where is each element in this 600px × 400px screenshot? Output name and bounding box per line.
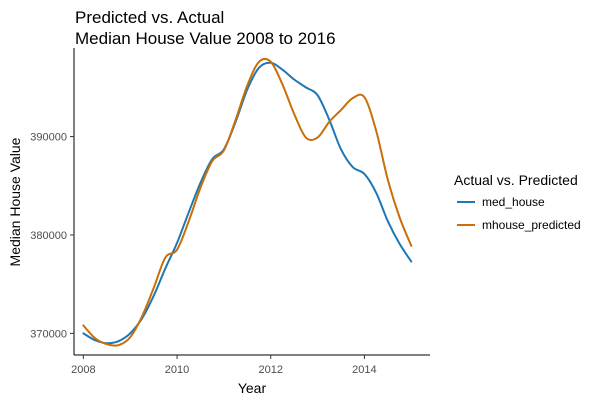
series-line-med-house	[82, 61, 413, 345]
plot-area: 2008 2010 2012 2014 370000 380000 390000	[30, 48, 430, 376]
legend-title: Actual vs. Predicted	[454, 172, 578, 188]
x-tick-label: 2008	[71, 364, 95, 376]
y-tick-label: 370000	[30, 328, 67, 340]
x-tick-label: 2010	[165, 364, 189, 376]
x-tick-label: 2012	[258, 364, 282, 376]
legend: Actual vs. Predicted med_house mhouse_pre…	[454, 172, 581, 232]
series-layer	[82, 57, 413, 347]
legend-label-med-house: med_house	[482, 195, 545, 209]
x-tick-label: 2014	[352, 364, 376, 376]
chart-title-line-1: Predicted vs. Actual	[75, 8, 224, 27]
y-axis-ticks: 370000 380000 390000	[30, 132, 74, 340]
legend-label-mhouse-predicted: mhouse_predicted	[482, 218, 581, 232]
x-axis-title: Year	[238, 380, 267, 396]
legend-items: med_house mhouse_predicted	[457, 195, 581, 232]
y-axis-title: Median House Value	[7, 137, 23, 266]
x-axis-ticks: 2008 2010 2012 2014	[71, 355, 377, 376]
y-tick-label: 380000	[30, 230, 67, 242]
y-tick-label: 390000	[30, 132, 67, 144]
series-line-mhouse-predicted	[82, 57, 413, 347]
chart-title: Predicted vs. Actual Median House Value …	[75, 8, 336, 48]
chart-title-line-2: Median House Value 2008 to 2016	[75, 29, 336, 48]
